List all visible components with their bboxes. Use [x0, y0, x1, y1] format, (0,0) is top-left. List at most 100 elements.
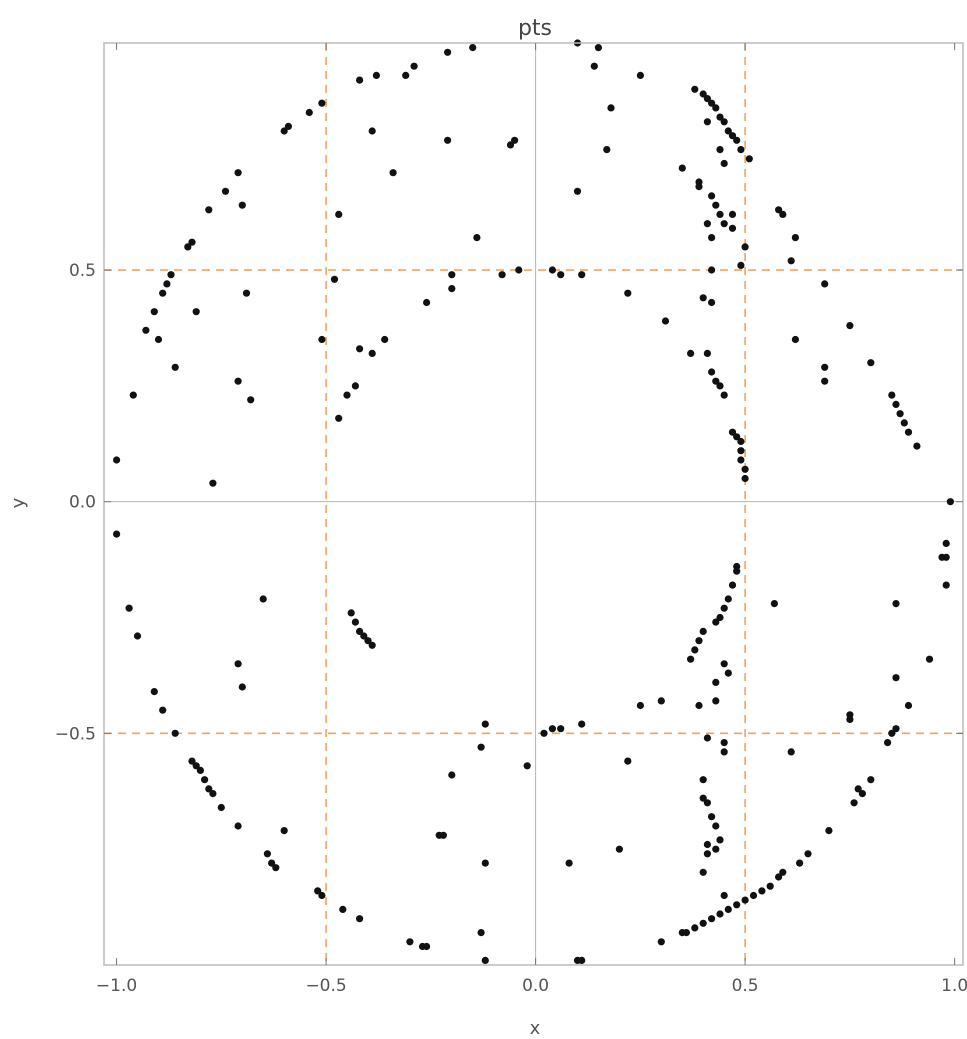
- data-point: [712, 201, 720, 209]
- data-point: [766, 882, 774, 890]
- data-point: [775, 206, 783, 214]
- data-point: [506, 141, 515, 149]
- plot-frame: [103, 42, 964, 966]
- data-point: [804, 850, 812, 858]
- data-point: [444, 48, 452, 56]
- x-tick-label: 0.0: [522, 976, 549, 996]
- data-point: [892, 600, 900, 608]
- data-point: [925, 655, 934, 663]
- data-point: [687, 349, 695, 357]
- data-point: [716, 613, 724, 622]
- data-point: [708, 298, 716, 307]
- data-point: [318, 335, 326, 344]
- data-point: [904, 428, 913, 436]
- data-point: [657, 938, 665, 946]
- data-point: [578, 720, 586, 728]
- data-point: [946, 498, 955, 506]
- data-point: [280, 827, 288, 835]
- data-point: [708, 192, 716, 200]
- data-point: [624, 757, 632, 765]
- data-point: [154, 335, 163, 344]
- data-point: [691, 85, 699, 93]
- data-point: [712, 822, 720, 830]
- data-point: [695, 637, 703, 645]
- data-point: [733, 901, 741, 909]
- data-point: [234, 169, 242, 177]
- data-point: [741, 465, 749, 473]
- data-point: [356, 76, 364, 84]
- data-point: [741, 243, 749, 251]
- data-point: [733, 136, 741, 144]
- data-point: [217, 803, 225, 812]
- data-point: [728, 210, 737, 218]
- data-point: [167, 271, 175, 279]
- data-point: [607, 104, 615, 112]
- data-point: [699, 919, 707, 927]
- data-point: [703, 95, 712, 103]
- data-point: [913, 442, 921, 450]
- data-point: [351, 382, 359, 390]
- data-point: [159, 706, 167, 714]
- axis-ticks: −1.0 −0.5 0.0 0.5 1.0 −0.5 0.0 0.5: [55, 43, 967, 996]
- data-point: [201, 776, 209, 784]
- data-point: [749, 891, 758, 900]
- data-point: [758, 887, 766, 895]
- x-axis-label: x: [530, 1018, 541, 1039]
- data-point: [884, 739, 892, 747]
- data-point: [712, 678, 720, 687]
- data-point: [548, 266, 557, 274]
- data-point: [892, 674, 900, 682]
- data-point: [330, 275, 339, 283]
- data-point: [636, 71, 645, 79]
- data-point: [687, 655, 695, 663]
- data-point: [402, 71, 410, 79]
- data-point: [825, 827, 833, 835]
- data-point: [821, 363, 829, 371]
- data-point: [335, 414, 343, 422]
- data-point: [716, 146, 724, 154]
- data-point: [238, 683, 246, 691]
- data-point: [787, 257, 795, 265]
- plot-area: [104, 43, 963, 965]
- data-point: [418, 942, 427, 951]
- data-point: [356, 627, 364, 636]
- data-point: [335, 210, 343, 218]
- data-point: [703, 734, 712, 742]
- data-point: [360, 632, 368, 640]
- data-point: [708, 234, 716, 242]
- data-point: [779, 868, 787, 876]
- data-point: [720, 604, 728, 612]
- data-point: [796, 859, 804, 867]
- data-point: [557, 725, 565, 733]
- data-point: [737, 437, 745, 446]
- data-point: [745, 155, 753, 163]
- data-point: [787, 748, 795, 756]
- data-point: [703, 850, 712, 858]
- data-point: [728, 224, 737, 232]
- data-point: [259, 595, 267, 603]
- data-point: [624, 289, 632, 297]
- data-point: [192, 762, 200, 770]
- data-point: [356, 345, 364, 353]
- data-point: [896, 410, 904, 418]
- data-point: [779, 210, 787, 218]
- data-point: [854, 785, 862, 793]
- data-point: [888, 729, 896, 737]
- data-point: [573, 187, 582, 195]
- data-point: [703, 799, 712, 807]
- data-point: [481, 720, 489, 728]
- data-point: [314, 887, 322, 895]
- data-point: [733, 567, 741, 575]
- data-point: [888, 391, 896, 399]
- data-point: [209, 790, 217, 798]
- x-tick-label: 0.5: [732, 976, 759, 996]
- data-point: [775, 873, 783, 881]
- data-point: [188, 238, 196, 246]
- data-point: [343, 391, 351, 399]
- data-point: [661, 317, 670, 325]
- data-point: [406, 938, 414, 946]
- data-point: [708, 368, 716, 376]
- data-point: [188, 757, 196, 765]
- data-point: [372, 71, 380, 79]
